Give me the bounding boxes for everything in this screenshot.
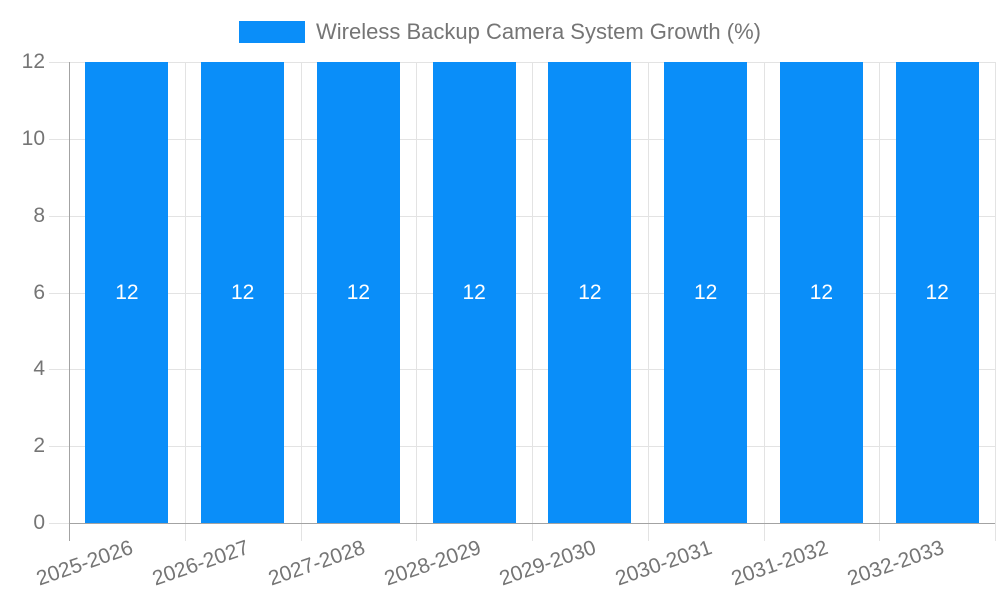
x-axis-category-label: 2025-2026 — [33, 536, 137, 591]
y-axis-tick-label: 4 — [33, 357, 45, 381]
bar-value-label: 12 — [462, 280, 486, 304]
bar-value-label: 12 — [115, 280, 139, 304]
y-axis-tick — [49, 292, 69, 294]
y-axis-tick-label: 2 — [33, 434, 45, 458]
gridline-vertical — [300, 62, 302, 523]
bar-value-label: 12 — [693, 280, 718, 304]
x-axis-category-label: 2027-2028 — [265, 536, 368, 591]
gridline-vertical — [184, 62, 186, 523]
x-axis-tick — [763, 523, 765, 541]
legend: Wireless Backup Camera System Growth (%) — [239, 20, 761, 44]
y-axis-tick — [49, 446, 69, 448]
x-axis-category-label: 2029-2030 — [496, 536, 600, 591]
gridline-vertical — [647, 62, 649, 523]
gridline-vertical — [879, 62, 881, 523]
gridline-vertical — [995, 62, 996, 523]
x-axis-tick — [879, 523, 881, 541]
gridline-vertical — [532, 62, 533, 523]
y-axis-tick-label: 8 — [33, 203, 45, 227]
legend-color-swatch-icon — [239, 21, 305, 43]
y-axis-tick — [49, 138, 69, 140]
bar-2031-2032[interactable]: 12 — [779, 62, 863, 523]
y-axis-tick-label: 12 — [21, 50, 45, 73]
x-axis-tick — [184, 523, 186, 541]
legend-item[interactable]: Wireless Backup Camera System Growth (%) — [239, 20, 761, 44]
x-axis-tick — [300, 523, 302, 541]
y-axis-tick-label: 6 — [33, 280, 45, 304]
bar-value-label: 12 — [230, 280, 255, 304]
bar-2027-2028[interactable]: 12 — [316, 62, 400, 523]
x-axis-tick — [532, 523, 533, 541]
x-axis-category-label: 2031-2032 — [728, 536, 831, 591]
bar-value-label: 12 — [809, 280, 834, 304]
x-axis-category-label: 2028-2029 — [381, 536, 484, 591]
y-axis-tick — [49, 62, 69, 63]
gridline-vertical — [416, 62, 418, 523]
bar-2032-2033[interactable]: 12 — [895, 62, 979, 523]
x-axis-tick — [647, 523, 649, 541]
x-axis-category-label: 2026-2027 — [149, 536, 253, 591]
legend-label: Wireless Backup Camera System Growth (%) — [316, 19, 761, 44]
bar-2030-2031[interactable]: 12 — [664, 62, 748, 523]
y-axis-tick-label: 0 — [33, 511, 45, 534]
bar-2025-2026[interactable]: 12 — [85, 62, 169, 523]
bar-2029-2030[interactable]: 12 — [548, 62, 632, 523]
gridline-vertical — [763, 62, 765, 523]
x-axis-tick — [416, 523, 418, 541]
y-axis-tick-label: 10 — [21, 126, 45, 150]
bar-value-label: 12 — [346, 280, 371, 304]
x-axis-tick — [995, 523, 996, 541]
y-axis-tick — [49, 215, 69, 217]
bar-2026-2027[interactable]: 12 — [201, 62, 285, 523]
x-axis-line — [69, 523, 995, 524]
y-axis-tick — [49, 523, 69, 524]
x-axis-category-label: 2030-2031 — [612, 536, 716, 591]
y-axis-line — [69, 62, 70, 541]
x-axis-category-label: 2032-2033 — [844, 536, 947, 591]
bar-value-label: 12 — [578, 280, 602, 304]
bar-value-label: 12 — [925, 280, 949, 304]
y-axis-tick — [49, 369, 69, 371]
bar-2028-2029[interactable]: 12 — [432, 62, 516, 523]
